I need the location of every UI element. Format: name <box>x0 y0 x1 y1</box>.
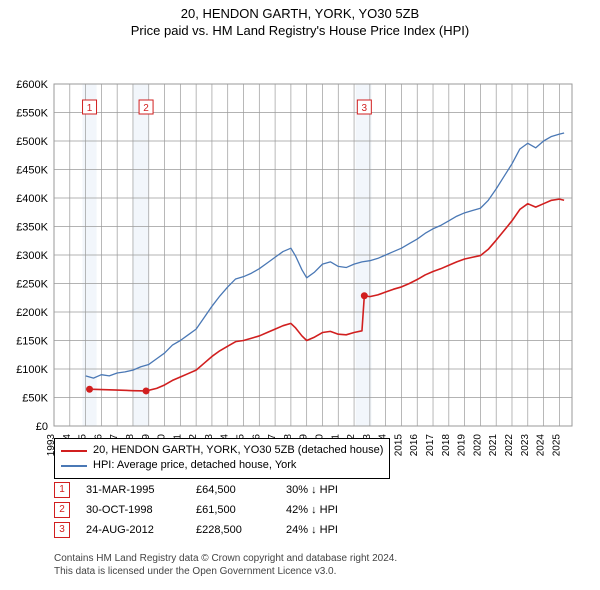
legend-swatch <box>61 450 87 452</box>
svg-text:£500K: £500K <box>16 136 48 148</box>
sale-vs-hpi: 42% ↓ HPI <box>286 504 396 516</box>
svg-text:2025: 2025 <box>551 433 562 456</box>
legend-item: HPI: Average price, detached house, York <box>61 458 383 473</box>
legend: 20, HENDON GARTH, YORK, YO30 5ZB (detach… <box>54 438 390 479</box>
legend-label: HPI: Average price, detached house, York <box>93 458 296 473</box>
svg-text:2016: 2016 <box>409 433 420 456</box>
sale-marker-row: 2 30-OCT-1998£61,50042% ↓ HPI <box>54 502 396 518</box>
svg-text:1: 1 <box>87 103 93 114</box>
svg-text:£450K: £450K <box>16 164 48 176</box>
footer-line2: This data is licensed under the Open Gov… <box>54 565 397 578</box>
sale-vs-hpi: 24% ↓ HPI <box>286 524 396 536</box>
svg-text:3: 3 <box>362 103 368 114</box>
svg-text:2022: 2022 <box>504 433 515 456</box>
svg-text:2021: 2021 <box>488 433 499 456</box>
footer-line1: Contains HM Land Registry data © Crown c… <box>54 552 397 565</box>
sale-markers-table: 1 31-MAR-1995£64,50030% ↓ HPI 2 30-OCT-1998… <box>54 482 396 542</box>
sale-price: £61,500 <box>196 504 286 516</box>
sale-date: 30-OCT-1998 <box>86 504 196 516</box>
sale-price: £64,500 <box>196 484 286 496</box>
sale-marker-number: 1 <box>54 482 70 498</box>
svg-text:£200K: £200K <box>16 307 48 319</box>
svg-text:£400K: £400K <box>16 193 48 205</box>
svg-text:2023: 2023 <box>520 433 531 456</box>
title-subtitle: Price paid vs. HM Land Registry's House … <box>0 23 600 40</box>
svg-text:2018: 2018 <box>441 433 452 456</box>
svg-text:2024: 2024 <box>536 433 547 456</box>
sale-date: 24-AUG-2012 <box>86 524 196 536</box>
chart-container: { "title_line1": "20, HENDON GARTH, YORK… <box>0 0 600 590</box>
svg-text:£550K: £550K <box>16 107 48 119</box>
svg-text:2017: 2017 <box>425 433 436 456</box>
svg-text:£0: £0 <box>36 421 48 433</box>
svg-text:£50K: £50K <box>22 392 48 404</box>
sale-date: 31-MAR-1995 <box>86 484 196 496</box>
sale-marker-number: 3 <box>54 522 70 538</box>
svg-text:2015: 2015 <box>393 433 404 456</box>
svg-text:£150K: £150K <box>16 335 48 347</box>
legend-item: 20, HENDON GARTH, YORK, YO30 5ZB (detach… <box>61 443 383 458</box>
svg-text:£350K: £350K <box>16 221 48 233</box>
sale-price: £228,500 <box>196 524 286 536</box>
sale-marker-number: 2 <box>54 502 70 518</box>
legend-label: 20, HENDON GARTH, YORK, YO30 5ZB (detach… <box>93 443 383 458</box>
svg-text:£100K: £100K <box>16 364 48 376</box>
sale-marker-row: 3 24-AUG-2012£228,50024% ↓ HPI <box>54 522 396 538</box>
svg-text:£250K: £250K <box>16 278 48 290</box>
svg-text:2: 2 <box>143 103 149 114</box>
sale-vs-hpi: 30% ↓ HPI <box>286 484 396 496</box>
legend-swatch <box>61 465 87 467</box>
svg-text:2020: 2020 <box>472 433 483 456</box>
chart-titles: 20, HENDON GARTH, YORK, YO30 5ZB Price p… <box>0 0 600 40</box>
attribution-footer: Contains HM Land Registry data © Crown c… <box>54 552 397 578</box>
svg-text:£600K: £600K <box>16 79 48 91</box>
svg-text:£300K: £300K <box>16 250 48 262</box>
sale-marker-row: 1 31-MAR-1995£64,50030% ↓ HPI <box>54 482 396 498</box>
price-chart: £0 £50K £100K £150K £200K £250K £300K £350K £400… <box>0 40 600 476</box>
title-address: 20, HENDON GARTH, YORK, YO30 5ZB <box>0 6 600 23</box>
svg-text:2019: 2019 <box>457 433 468 456</box>
